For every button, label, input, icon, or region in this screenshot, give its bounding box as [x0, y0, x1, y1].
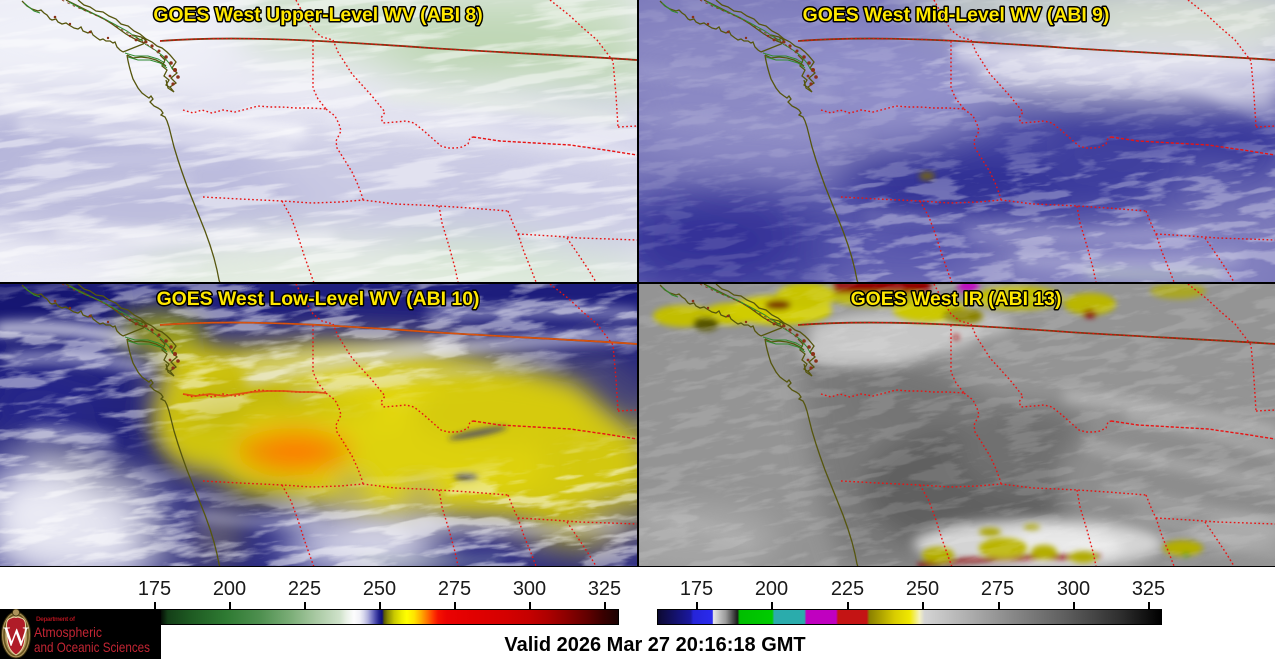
svg-text:GOES West IR (ABI 13): GOES West IR (ABI 13): [851, 288, 1062, 310]
svg-text:Department of: Department of: [36, 616, 76, 623]
svg-text:GOES West Upper-Level WV (ABI: GOES West Upper-Level WV (ABI 8): [153, 4, 482, 26]
svg-text:Atmospheric: Atmospheric: [34, 624, 102, 640]
svg-text:GOES West Low-Level WV (ABI 10: GOES West Low-Level WV (ABI 10): [157, 288, 480, 310]
svg-text:and Oceanic Sciences: and Oceanic Sciences: [34, 639, 150, 655]
svg-text:W: W: [3, 622, 29, 652]
svg-text:GOES West Mid-Level WV (ABI 9): GOES West Mid-Level WV (ABI 9): [803, 4, 1110, 26]
